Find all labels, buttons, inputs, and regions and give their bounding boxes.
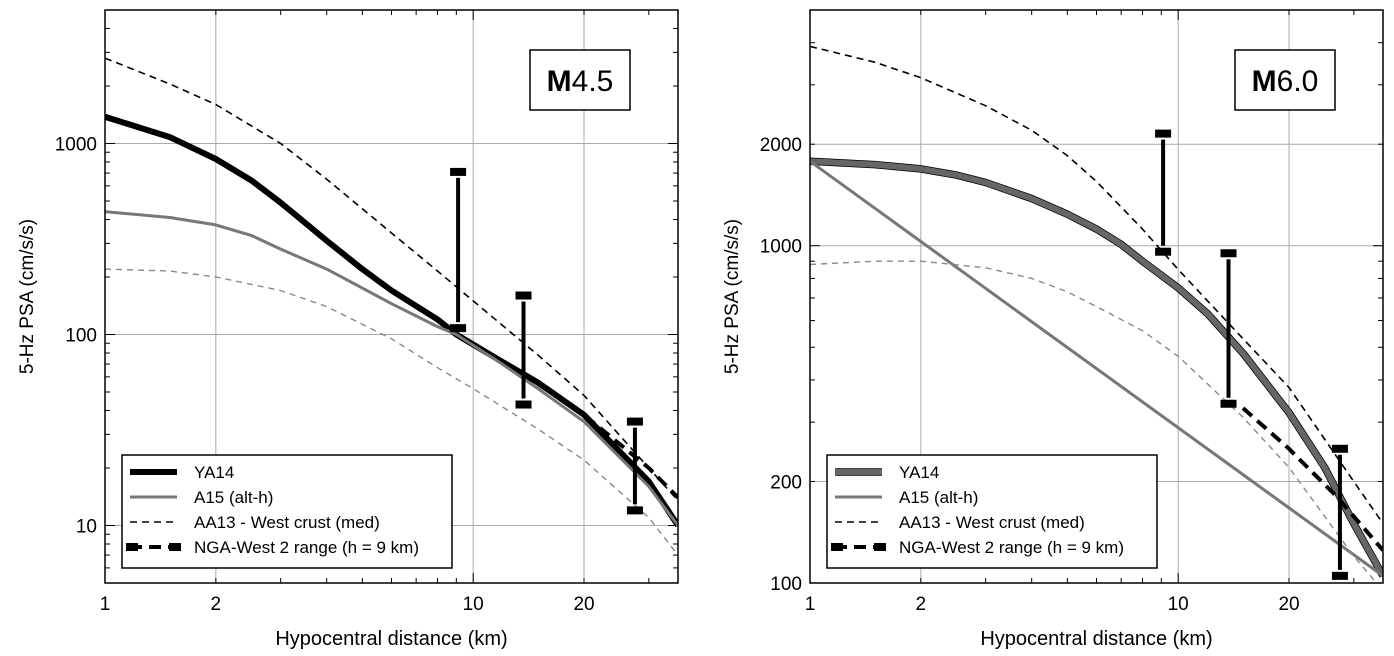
magnitude-value: 6.0 (1277, 65, 1319, 98)
legend-label: AA13 - West crust (med) (899, 513, 1085, 532)
y-tick-label: 100 (65, 326, 97, 347)
legend-label: AA13 - West crust (med) (194, 513, 380, 532)
series-line-3 (810, 45, 1383, 525)
range-bar-cap-low (1220, 399, 1237, 408)
x-tick-label: 2 (916, 594, 927, 615)
range-bar-cap-low (450, 324, 467, 333)
range-bar-cap-high (626, 417, 643, 426)
range-bar-cap-high (515, 291, 532, 300)
x-tick-label: 1 (100, 594, 111, 615)
range-bar-cap-high (1331, 444, 1348, 453)
y-tick-label: 200 (770, 472, 802, 493)
magnitude-box (529, 49, 631, 111)
y-axis-label: 5-Hz PSA (cm/s/s) (722, 219, 743, 374)
series-line-5 (1241, 406, 1383, 552)
plot-frame (104, 9, 679, 584)
x-tick-label: 20 (573, 594, 594, 615)
legend-swatch-cap (169, 543, 181, 551)
x-axis-label: Hypocentral distance (km) (275, 628, 507, 650)
magnitude-value: 4.5 (572, 65, 614, 98)
x-tick-label: 1 (805, 594, 816, 615)
series-line-4 (810, 260, 1378, 583)
range-bar-cap-high (1155, 129, 1172, 138)
y-tick-label: 100 (770, 574, 802, 595)
series-group (105, 57, 678, 556)
series-line-4 (105, 268, 678, 556)
legend-label: NGA-West 2 range (h = 9 km) (899, 538, 1124, 557)
legend-label: YA14 (194, 463, 234, 482)
series-line-2 (105, 210, 678, 527)
y-tick-label: 1000 (760, 237, 802, 258)
legend-label: A15 (alt-h) (899, 488, 978, 507)
y-tick-label: 2000 (760, 135, 802, 156)
series-line-1 (810, 158, 1383, 578)
x-tick-label: 10 (1168, 594, 1189, 615)
series-line-2 (810, 160, 1383, 578)
range-bar-cap-low (1331, 571, 1348, 580)
series-line-1 (105, 113, 678, 528)
magnitude-box (1234, 49, 1336, 111)
legend-swatch-cap (126, 543, 138, 551)
legend-label: NGA-West 2 range (h = 9 km) (194, 538, 419, 557)
range-bar-cap-low (1155, 247, 1172, 256)
range-bar-cap-low (626, 506, 643, 515)
legend-swatch-cap (831, 543, 843, 551)
magnitude-label: M4.5 (547, 65, 614, 98)
y-tick-label: 1000 (55, 135, 97, 156)
x-tick-label: 10 (463, 594, 484, 615)
y-axis-label: 5-Hz PSA (cm/s/s) (17, 219, 38, 374)
range-bar-cap-high (1220, 249, 1237, 258)
range-bar-cap-low (515, 400, 532, 409)
x-tick-label: 20 (1278, 594, 1299, 615)
x-axis-label: Hypocentral distance (km) (980, 628, 1212, 650)
x-tick-label: 2 (211, 594, 222, 615)
legend-swatch-cap (874, 543, 886, 551)
chart-panel-1: 1 2 10 20 10 100 1000 Hypocentral distance (km)… (17, 9, 679, 650)
magnitude-symbol: M (1252, 65, 1277, 98)
series-line-5 (536, 382, 678, 500)
range-bar-cap-high (450, 167, 467, 176)
magnitude-symbol: M (547, 65, 572, 98)
y-tick-label: 10 (76, 517, 97, 538)
legend-label: A15 (alt-h) (194, 488, 273, 507)
series-group (810, 45, 1383, 583)
chart-panel-2: 1 2 10 20 100 200 1000 2000 Hypocentral distance… (722, 9, 1384, 650)
plot-frame (809, 9, 1384, 584)
magnitude-label: M6.0 (1252, 65, 1319, 98)
legend-label: YA14 (899, 463, 939, 482)
series-line-3 (105, 57, 678, 502)
